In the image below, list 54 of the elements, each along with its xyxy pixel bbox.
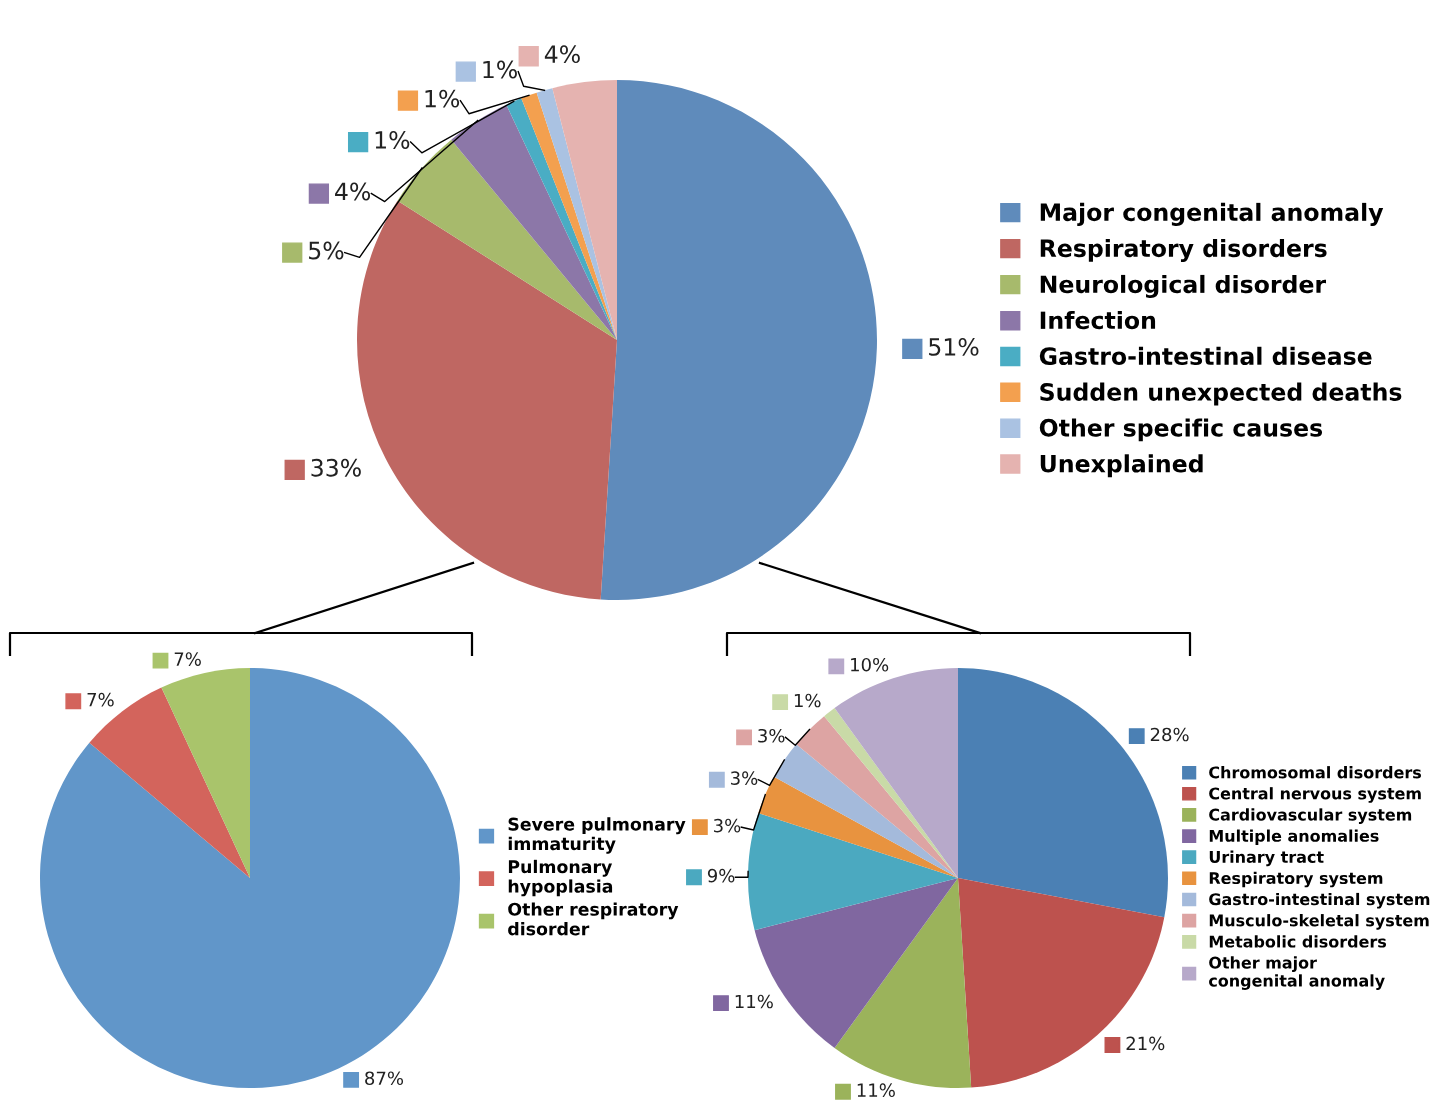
data-label: 7% — [87, 692, 114, 707]
pie-slice — [161, 668, 250, 878]
pie-slice — [773, 744, 958, 878]
data-label: 33% — [311, 458, 361, 477]
data-label: 3% — [758, 728, 785, 743]
data-label: 11% — [857, 1083, 895, 1097]
pie-slice — [552, 80, 617, 340]
data-label: 5% — [309, 241, 344, 260]
pie-slice — [748, 813, 958, 931]
data-label: 1% — [483, 60, 517, 79]
pie-slice — [536, 88, 617, 340]
legend-label: Urinary tract — [1209, 850, 1324, 867]
legend-label: Musculo-skeletal system — [1209, 914, 1429, 930]
data-label: 1% — [794, 693, 821, 708]
legend-label: Multiple anomalies — [1209, 829, 1379, 845]
legend-label: Neurological disorder — [1040, 274, 1327, 298]
legend-label: Other major congenital anomaly — [1209, 956, 1385, 990]
data-label: 7% — [174, 652, 201, 666]
legend-label: Other specific causes — [1039, 418, 1323, 442]
legend-label: Sudden unexpected deaths — [1040, 382, 1402, 406]
legend-label: Central nervous system — [1209, 787, 1421, 803]
legend-label: Gastro-intestinal system — [1209, 892, 1430, 909]
pie-slice — [796, 716, 958, 878]
data-label: 3% — [714, 818, 741, 833]
legend-label: Infection — [1040, 310, 1156, 330]
pie-slice — [89, 687, 250, 878]
legend-label: Other respiratory disorder — [508, 902, 679, 936]
data-label: 10% — [851, 657, 889, 672]
data-label: 28% — [1150, 727, 1189, 742]
legend-label: Severe pulmonary immaturity — [508, 817, 686, 854]
legend-label: Respiratory system — [1209, 871, 1383, 888]
data-label: 4% — [335, 182, 371, 201]
legend-label: Unexplained — [1040, 454, 1203, 478]
pie-slice — [600, 80, 877, 600]
legend-label: Chromosomal disorders — [1209, 766, 1421, 779]
data-label: 51% — [929, 337, 979, 356]
pie-slice — [958, 878, 1165, 1088]
data-label: 1% — [375, 131, 410, 149]
data-label: 3% — [731, 771, 758, 785]
data-label: 4% — [544, 45, 580, 64]
legend-label: Metabolic disorders — [1209, 935, 1387, 948]
data-label: 11% — [735, 994, 773, 1009]
pie-slice — [40, 668, 460, 1088]
legend-label: Major congenital anomaly — [1040, 202, 1384, 226]
data-label: 9% — [707, 868, 735, 883]
legend-label: Respiratory disorders — [1040, 238, 1327, 262]
legend-label: Gastro-intestinal disease — [1039, 346, 1372, 366]
pie-slice — [758, 776, 958, 878]
data-label: 87% — [365, 1071, 404, 1086]
legend-label: Cardiovascular system — [1209, 808, 1412, 824]
legend-label: Pulmonary hypoplasia — [508, 859, 613, 897]
data-label: 1% — [425, 89, 460, 108]
data-label: 21% — [1126, 1036, 1165, 1051]
pie-slice — [506, 98, 617, 340]
